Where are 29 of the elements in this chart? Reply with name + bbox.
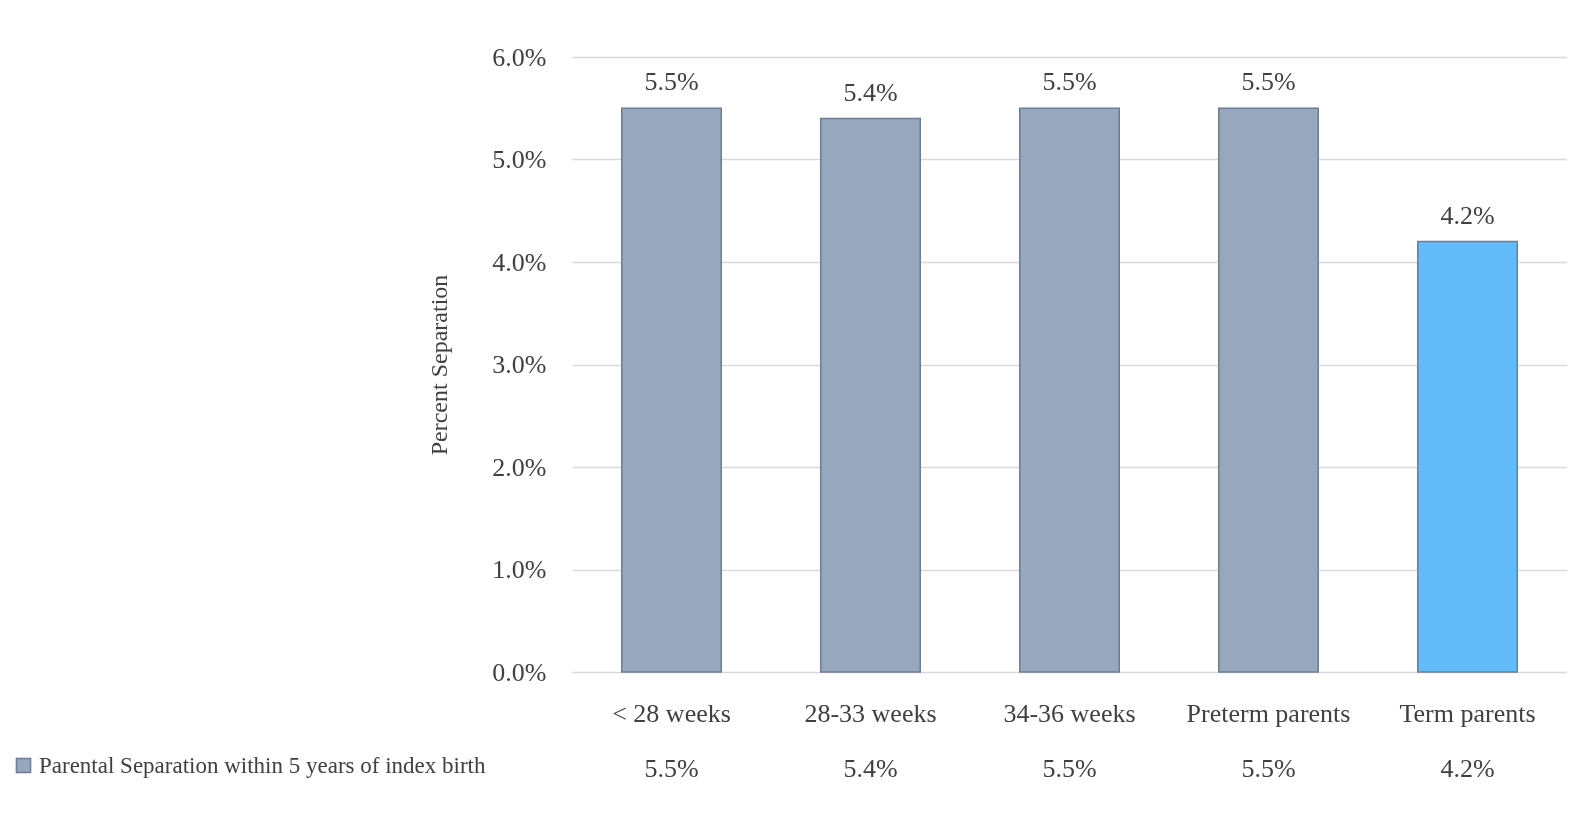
text: 4.2% <box>1440 200 1495 230</box>
text: 5.5% <box>644 67 699 97</box>
bar <box>1417 240 1518 673</box>
data-label: 5.4% <box>843 754 898 783</box>
x-tick-label: Preterm parents <box>1186 698 1351 728</box>
data-label: 5.5% <box>644 754 699 783</box>
data-label: 4.2% <box>1440 754 1495 783</box>
bar <box>820 117 921 673</box>
legend-label: Parental Separation within 5 years of index birth <box>39 752 486 778</box>
y-tick-label: 1.0% <box>492 555 547 584</box>
text: 5.5% <box>1241 67 1296 97</box>
data-label: 5.5% <box>1241 754 1296 783</box>
bar <box>1218 107 1319 673</box>
bar <box>621 107 722 673</box>
y-tick-label: 6.0% <box>492 42 547 72</box>
y-tick-label: 5.0% <box>492 145 547 174</box>
y-tick-label: 0.0% <box>492 657 547 687</box>
y-tick-label: 3.0% <box>492 350 547 379</box>
bar <box>1019 107 1120 673</box>
text: 5.4% <box>843 77 898 107</box>
data-label: 5.5% <box>1042 754 1097 783</box>
x-tick-label: < 28 weeks <box>612 698 731 728</box>
x-tick-label: 34-36 weeks <box>1003 698 1136 728</box>
text: 5.5% <box>1042 67 1097 97</box>
y-tick-label: 2.0% <box>492 452 547 482</box>
y-tick-label: 4.0% <box>492 247 547 277</box>
y-axis-title: Percent Separation <box>426 274 453 456</box>
x-tick-label: 28-33 weeks <box>804 698 937 728</box>
x-tick-label: Term parents <box>1399 698 1536 728</box>
